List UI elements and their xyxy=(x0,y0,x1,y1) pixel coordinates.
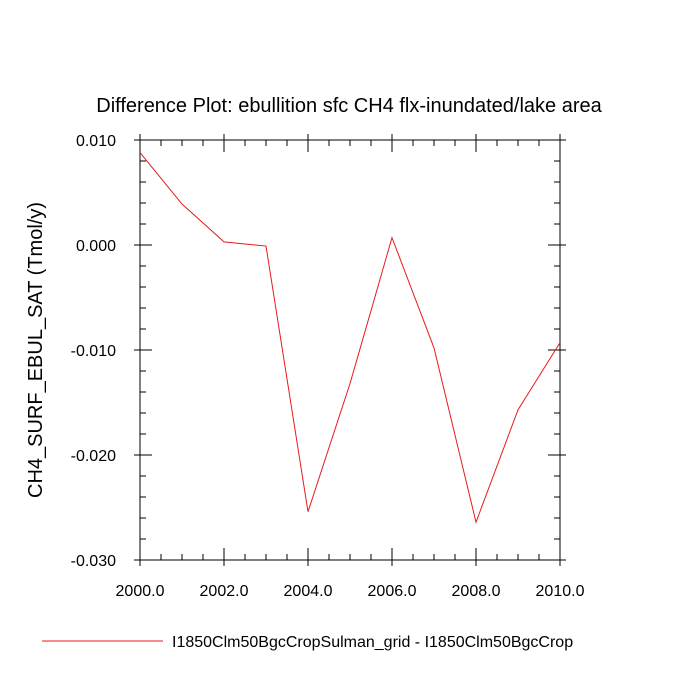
x-tick-label: 2004.0 xyxy=(284,583,333,600)
y-tick-label: -0.020 xyxy=(71,448,116,465)
y-tick-label: -0.030 xyxy=(71,553,116,570)
x-tick-label: 2002.0 xyxy=(200,583,249,600)
chart-title: Difference Plot: ebullition sfc CH4 flx-… xyxy=(96,95,602,117)
y-tick-label: 0.000 xyxy=(76,238,116,255)
x-tick-label: 2010.0 xyxy=(536,583,585,600)
series-line-0 xyxy=(139,152,561,524)
x-tick-labels: 2000.0 2002.0 2004.0 2006.0 2008.0 2010.0 xyxy=(116,583,585,600)
x-tick-label: 2000.0 xyxy=(116,583,165,600)
y-tick-labels: 0.010 0.000 -0.010 -0.020 -0.030 xyxy=(71,133,116,570)
y-tick-label: 0.010 xyxy=(76,133,116,150)
y-tick-label: -0.010 xyxy=(71,343,116,360)
plot-frame xyxy=(139,139,561,561)
minor-ticks xyxy=(140,140,560,560)
legend-label: I1850Clm50BgcCropSulman_grid - I1850Clm5… xyxy=(172,634,573,651)
y-axis-label: CH4_SURF_EBUL_SAT (Tmol/y) xyxy=(25,202,47,498)
x-tick-label: 2008.0 xyxy=(452,583,501,600)
x-tick-label: 2006.0 xyxy=(368,583,417,600)
legend: I1850Clm50BgcCropSulman_grid - I1850Clm5… xyxy=(42,634,573,651)
series-group xyxy=(139,152,561,524)
major-ticks xyxy=(134,134,566,566)
